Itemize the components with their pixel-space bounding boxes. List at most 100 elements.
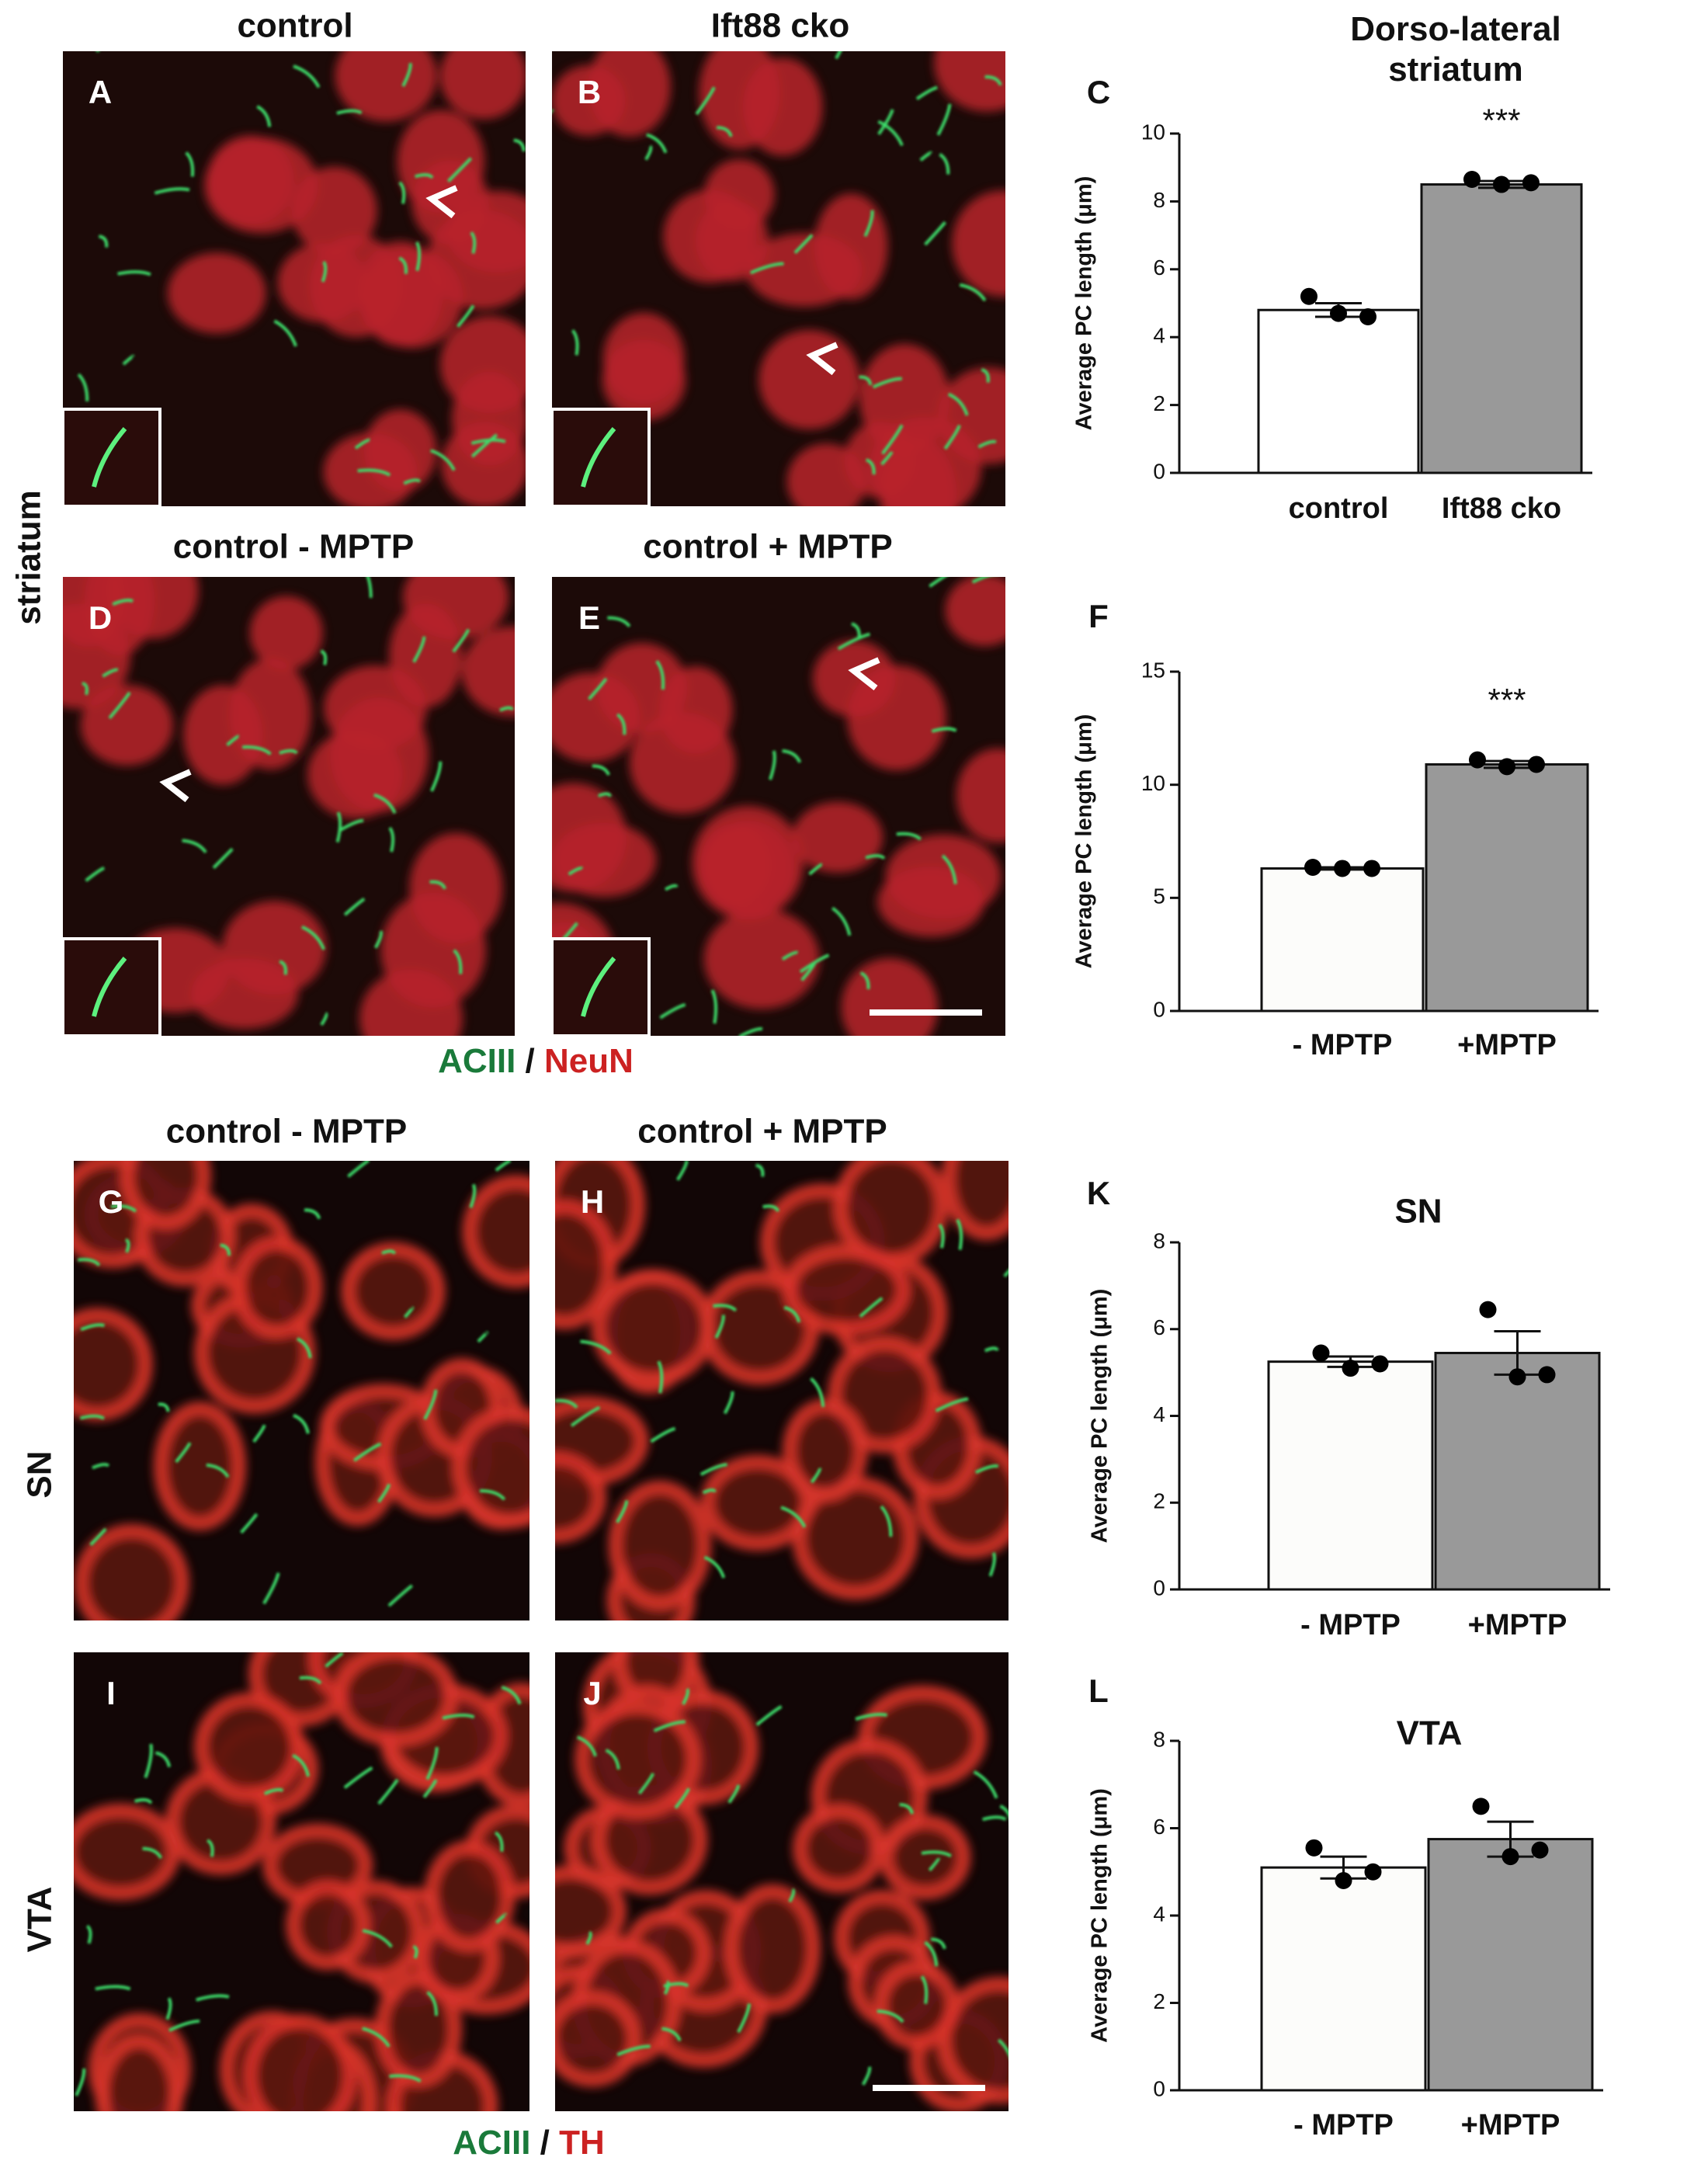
- data-point: [1312, 1344, 1330, 1362]
- cilium: [95, 1985, 131, 1991]
- cilium: [755, 1163, 765, 1177]
- nucleus: [859, 344, 950, 454]
- significance: ***: [1488, 682, 1526, 718]
- cilium: [831, 906, 852, 936]
- bar: [1425, 762, 1589, 1013]
- cells: [552, 51, 1005, 506]
- cilium: [865, 854, 886, 860]
- data-point: [1305, 1839, 1323, 1857]
- cilium: [984, 75, 1002, 86]
- cilium: [663, 1980, 670, 1995]
- cells: [63, 51, 526, 506]
- y-tick-label: 5: [1153, 884, 1165, 908]
- soma: [452, 1405, 529, 1529]
- nucleus: [745, 233, 863, 307]
- cilium: [425, 1746, 439, 1780]
- cilium: [362, 1929, 393, 1948]
- panel-letter: D: [89, 599, 112, 636]
- cilium: [98, 234, 109, 248]
- cilium: [293, 1413, 310, 1434]
- y-tick-label: 2: [1153, 1489, 1165, 1513]
- y-tick-label: 0: [1153, 1575, 1165, 1600]
- cilium: [499, 706, 514, 712]
- chart-title: SN: [1394, 1193, 1442, 1231]
- panel-title: control + MPTP: [637, 1113, 887, 1151]
- cilium: [429, 880, 447, 890]
- cilium: [347, 1161, 370, 1178]
- cilium: [252, 1424, 266, 1443]
- nucleus: [403, 577, 509, 640]
- cilium: [366, 577, 373, 598]
- nucleus: [249, 596, 323, 670]
- nucleus: [602, 312, 685, 405]
- bar-chart: F Average PC length (μm) 0 5 10 15 - MPTP +MPTP…: [1072, 598, 1599, 1061]
- cilium: [1003, 1269, 1008, 1278]
- cilium: [750, 262, 784, 275]
- cilium: [872, 377, 902, 389]
- cilium: [924, 1940, 939, 1967]
- y-tick-label: 2: [1153, 391, 1165, 415]
- cilium: [655, 660, 665, 690]
- cilia: [78, 1161, 511, 1607]
- cilium: [470, 438, 506, 445]
- cilium: [403, 478, 422, 485]
- cilium: [389, 2074, 422, 2083]
- cilium: [956, 1218, 963, 1250]
- panel-letter: G: [99, 1183, 124, 1220]
- nucleus: [699, 823, 772, 907]
- nucleus: [877, 867, 984, 937]
- soma: [120, 1161, 212, 1230]
- cilium: [415, 173, 434, 179]
- cilium: [859, 1297, 884, 1318]
- data-point: [1359, 307, 1376, 325]
- bar: [1434, 1351, 1601, 1591]
- y-tick-label: 8: [1153, 1228, 1165, 1252]
- cilia: [75, 1652, 522, 2096]
- cilium: [577, 1735, 597, 1757]
- cilium: [650, 1426, 676, 1443]
- cilium: [412, 1945, 418, 1959]
- cilium: [495, 1161, 511, 1172]
- soma: [462, 1174, 529, 1288]
- cilium: [92, 1463, 110, 1470]
- cilium: [865, 458, 876, 475]
- cilium: [89, 1527, 107, 1547]
- cilia: [82, 577, 514, 1026]
- panel-letter: H: [581, 1183, 604, 1220]
- cilium: [880, 451, 894, 466]
- stain-sep: /: [526, 1042, 535, 1080]
- soma: [782, 1244, 911, 1336]
- cilium: [682, 1687, 690, 1705]
- nucleus: [552, 822, 657, 898]
- row-label: VTA: [21, 1887, 59, 1953]
- soma: [286, 1880, 370, 1971]
- cilium: [738, 1027, 763, 1036]
- cilium: [117, 270, 151, 276]
- soma: [555, 1990, 641, 2088]
- cilium: [321, 260, 328, 283]
- cilium: [703, 1555, 726, 1579]
- micrograph: [552, 51, 1005, 506]
- nucleus: [439, 316, 526, 413]
- cilium: [423, 1389, 438, 1420]
- bar: [1260, 1866, 1427, 2092]
- cilium: [296, 1337, 312, 1359]
- cilium: [997, 2038, 1008, 2057]
- inset-cilium: [581, 427, 616, 488]
- cells: [63, 577, 515, 1036]
- nucleus: [956, 749, 1005, 843]
- cilium: [343, 1766, 373, 1789]
- cilium: [585, 1930, 592, 1945]
- y-axis-title: Average PC length (μm): [1072, 714, 1097, 969]
- cilium: [943, 424, 961, 450]
- cilium: [96, 51, 100, 53]
- stain-green: ACIII: [453, 2124, 530, 2162]
- cilium: [588, 677, 608, 700]
- cilium: [653, 1720, 686, 1732]
- soma: [332, 1652, 458, 1747]
- y-tick-label: 8: [1153, 1727, 1165, 1751]
- soma: [193, 1692, 305, 1802]
- significance: ***: [1482, 102, 1520, 138]
- cilium: [855, 1712, 888, 1721]
- cilium: [861, 2066, 872, 2086]
